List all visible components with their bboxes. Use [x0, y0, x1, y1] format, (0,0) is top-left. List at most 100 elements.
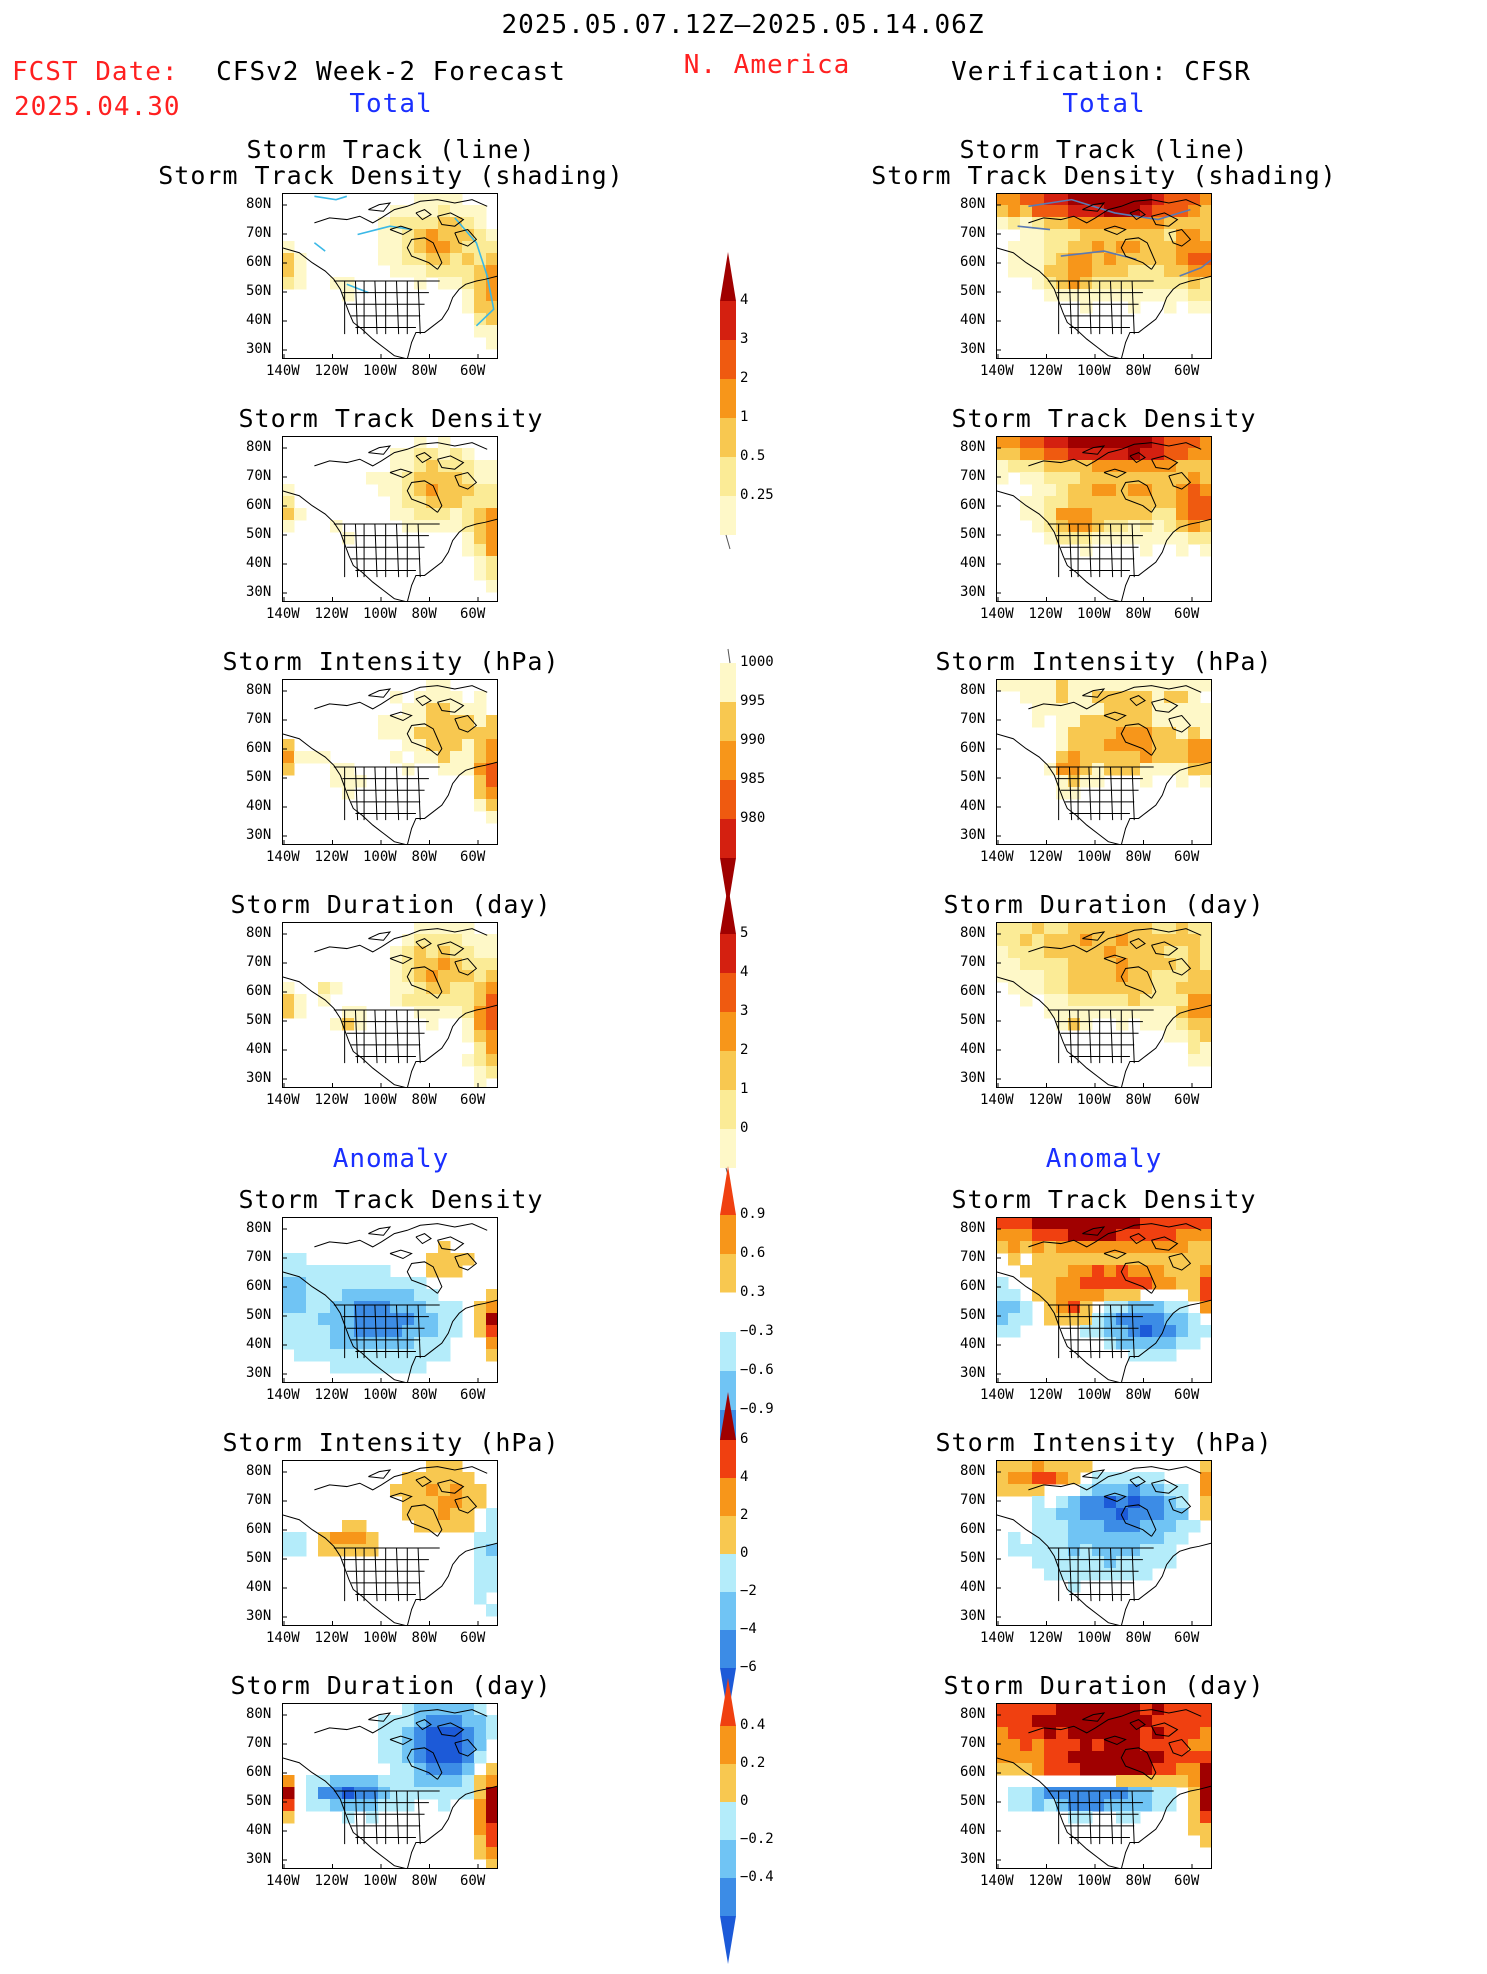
shading-cell — [1116, 1811, 1129, 1824]
shading-cell — [1020, 1472, 1033, 1485]
colorbar-swatch — [720, 1129, 736, 1168]
shading-cell — [996, 958, 1009, 971]
shading-cell — [294, 994, 307, 1007]
shading-cell — [1152, 1556, 1165, 1569]
shading-cell — [474, 205, 487, 218]
shading-cell — [450, 277, 463, 290]
shading-cell — [1188, 763, 1201, 776]
colorbar-swatch — [720, 934, 736, 973]
shading-cell — [1188, 691, 1201, 704]
panel-title: Storm Intensity (hPa) — [222, 649, 559, 675]
shading-cell — [486, 265, 498, 278]
lon-label: 60W — [460, 1873, 486, 1889]
map-outline — [368, 1469, 392, 1479]
map-canvas — [996, 1460, 1212, 1626]
shading-cell — [1104, 958, 1117, 971]
shading-cell — [414, 277, 427, 290]
lon-label: 60W — [460, 1630, 486, 1646]
shading-cell — [414, 958, 427, 971]
shading-cell — [1008, 922, 1021, 935]
lat-label: 40N — [246, 555, 272, 571]
map-outline — [1129, 1476, 1146, 1488]
shading-cell — [450, 1508, 463, 1521]
shading-cell — [1056, 1472, 1069, 1485]
shading-cell — [1116, 1472, 1129, 1485]
shading-cell — [1128, 958, 1141, 971]
shading-cell — [1116, 1763, 1129, 1776]
shading-cell — [1152, 934, 1165, 947]
shading-cell — [474, 751, 487, 764]
shading-cell — [414, 1787, 427, 1800]
shading-cell — [438, 1484, 451, 1497]
shading-cell — [1176, 751, 1189, 764]
lon-label: 60W — [1174, 1873, 1200, 1889]
shading-cell — [306, 1313, 319, 1326]
shading-cell — [1200, 1811, 1212, 1824]
shading-cell — [474, 1811, 487, 1824]
shading-cell — [1128, 1799, 1141, 1812]
lat-label: 40N — [246, 798, 272, 814]
shading-cell — [1044, 436, 1057, 449]
shading-cell — [486, 763, 498, 776]
shading-cell — [450, 1484, 463, 1497]
shading-cell — [294, 265, 307, 278]
shading-cell — [1008, 1544, 1021, 1557]
shading-cell — [474, 325, 487, 338]
lat-label: 80N — [246, 1706, 272, 1722]
shading-cell — [1092, 1532, 1105, 1545]
shading-cell — [378, 715, 391, 728]
shading-cell — [1152, 1006, 1165, 1019]
shading-cell — [450, 1006, 463, 1019]
shading-cell — [1056, 1229, 1069, 1242]
shading-cell — [1032, 436, 1045, 449]
shading-cell — [1104, 265, 1117, 278]
shading-cell — [1104, 253, 1117, 266]
shading-cell — [1056, 970, 1069, 983]
colorbar-duration — [720, 885, 736, 1183]
lon-label: 80W — [1125, 849, 1151, 865]
shading-cell — [402, 934, 415, 947]
shading-cell — [474, 775, 487, 788]
shading-cell — [1044, 508, 1057, 521]
shading-cell — [450, 982, 463, 995]
map-outline — [1168, 957, 1192, 976]
shading-cell — [1188, 946, 1201, 959]
map-panel-verif-intensity-anom — [996, 1460, 1212, 1626]
shading-cell — [1200, 205, 1212, 218]
shading-cell — [294, 1313, 307, 1326]
shading-cell — [474, 739, 487, 752]
shading-cell — [390, 1325, 403, 1338]
map-outline — [415, 452, 432, 464]
shading-cell — [426, 472, 439, 485]
shading-cell — [1164, 970, 1177, 983]
colorbar-tick-label: −0.4 — [740, 1869, 774, 1885]
shading-cell — [1152, 1715, 1165, 1728]
map-outline — [314, 685, 488, 710]
lat-label: 50N — [246, 283, 272, 299]
map-canvas — [996, 922, 1212, 1088]
shading-cell — [1092, 472, 1105, 485]
shading-cell — [1164, 1265, 1177, 1278]
shading-cell — [1068, 241, 1081, 254]
shading-cell — [1104, 532, 1117, 545]
shading-cell — [1080, 1508, 1093, 1521]
shading-cell — [1020, 1460, 1033, 1473]
colorbar-swatch — [720, 1630, 736, 1668]
lat-label: 40N — [960, 798, 986, 814]
shading-cell — [282, 1006, 295, 1019]
shading-cell — [1140, 532, 1153, 545]
lat-label: 70N — [960, 1735, 986, 1751]
shading-cell — [1116, 751, 1129, 764]
shading-cell — [1044, 1217, 1057, 1230]
shading-cell — [462, 448, 475, 461]
shading-cell — [1164, 922, 1177, 935]
map-outline — [282, 1514, 408, 1626]
map-outline — [454, 714, 478, 733]
shading-cell — [1092, 193, 1105, 206]
shading-cell — [378, 1325, 391, 1338]
colorbar-tick-label: −0.3 — [740, 1323, 774, 1339]
map-outline — [374, 280, 378, 335]
shading-cell — [1116, 1739, 1129, 1752]
shading-cell — [282, 277, 295, 290]
lat-label: 40N — [960, 312, 986, 328]
